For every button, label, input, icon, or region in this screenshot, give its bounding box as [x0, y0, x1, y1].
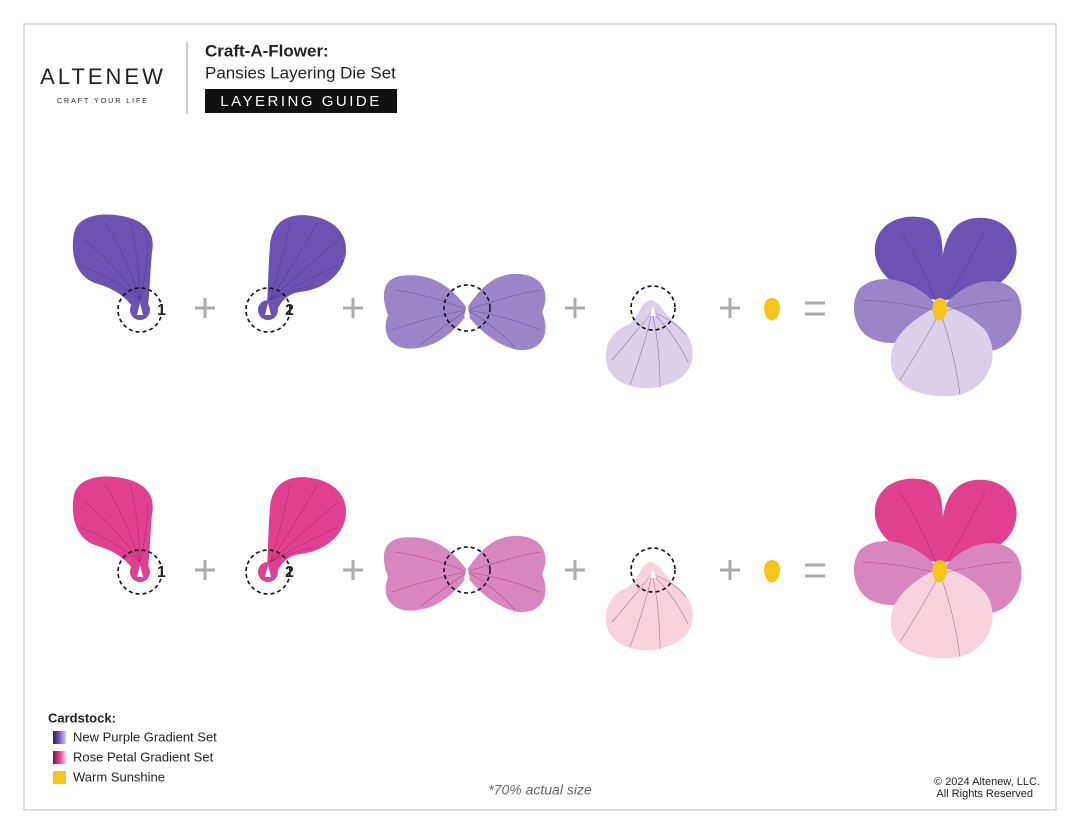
vein	[129, 221, 141, 301]
dashed-circle	[117, 287, 163, 333]
legend-swatch	[53, 771, 66, 784]
legend-swatch	[53, 751, 66, 764]
legend-title: Cardstock:	[48, 710, 116, 725]
dashed-circle	[630, 547, 676, 593]
tagline: CRAFT YOUR LIFE	[57, 98, 149, 105]
keyhole	[137, 303, 143, 315]
logo: ALTENEW	[40, 64, 166, 89]
dashed-circle	[245, 287, 291, 333]
flower-center	[764, 298, 780, 321]
vein	[419, 309, 468, 346]
flower-petal	[940, 479, 1017, 562]
flower-petal	[890, 567, 993, 659]
copyright: © 2024 Altenew, LLC.	[934, 776, 1040, 788]
vein	[269, 239, 339, 301]
keyhole	[265, 565, 271, 577]
vein	[391, 309, 468, 331]
title: Craft-A-Flower:	[205, 41, 329, 60]
vein	[611, 311, 653, 361]
keyhole	[650, 567, 656, 578]
step-number: 1	[157, 564, 166, 581]
vein	[394, 289, 468, 311]
step-number: 2	[285, 564, 294, 581]
petal	[605, 562, 693, 651]
petal-pair	[383, 535, 546, 613]
keyhole	[464, 564, 470, 579]
keyhole	[650, 305, 656, 316]
vein	[269, 284, 316, 301]
flower-center	[932, 560, 948, 583]
vein	[104, 483, 141, 563]
vein	[629, 573, 653, 648]
vein	[269, 546, 316, 563]
vein	[466, 289, 541, 311]
vein	[466, 571, 541, 593]
vein	[269, 264, 339, 301]
vein	[629, 311, 653, 386]
vein	[939, 311, 961, 396]
vein	[466, 309, 541, 331]
rights: All Rights Reserved	[936, 788, 1033, 800]
vein	[84, 501, 141, 563]
vein	[466, 571, 516, 611]
vein	[939, 561, 1013, 575]
vein	[419, 571, 468, 608]
step-number: 1	[157, 302, 166, 319]
vein	[651, 573, 661, 651]
legend-label: Warm Sunshine	[73, 769, 165, 784]
dashed-circle	[443, 546, 491, 594]
dashed-circle	[443, 284, 491, 332]
flower-center	[932, 298, 948, 321]
dashed-circle	[245, 549, 291, 595]
step-number: 2	[285, 302, 294, 319]
vein	[394, 551, 468, 573]
petal	[605, 300, 693, 389]
badge-bg	[205, 89, 397, 113]
dashed-circle	[630, 285, 676, 331]
page-border	[23, 23, 1057, 811]
keyhole	[464, 302, 470, 317]
badge: LAYERING GUIDE	[220, 93, 381, 110]
flower-center	[764, 560, 780, 583]
vein	[269, 483, 291, 563]
flower-petal	[890, 305, 993, 397]
vein	[139, 239, 149, 301]
subtitle: Pansies Layering Die Set	[205, 63, 396, 82]
vein	[466, 551, 541, 573]
vein	[129, 483, 141, 563]
vein	[79, 526, 141, 563]
dashed-circle	[117, 549, 163, 595]
flower-petal	[940, 217, 1017, 300]
keyhole	[265, 303, 271, 315]
flower-petal	[874, 216, 943, 300]
petal-pair	[383, 273, 546, 351]
size-note: *70% actual size	[488, 782, 592, 798]
vein	[939, 573, 961, 658]
petal	[266, 215, 347, 318]
vein	[84, 239, 141, 301]
vein	[269, 221, 319, 301]
keyhole	[137, 565, 143, 577]
flower-petal	[874, 478, 943, 562]
legend-label: Rose Petal Gradient Set	[73, 749, 214, 764]
vein	[79, 264, 141, 301]
petal	[266, 477, 347, 580]
vein	[391, 571, 468, 593]
vein	[269, 483, 319, 563]
vein	[269, 501, 339, 563]
vein	[611, 573, 653, 623]
vein	[104, 221, 141, 301]
legend-label: New Purple Gradient Set	[73, 729, 217, 744]
vein	[269, 526, 339, 563]
legend-swatch	[53, 731, 66, 744]
vein	[939, 299, 1013, 313]
vein	[269, 221, 291, 301]
vein	[139, 501, 149, 563]
vein	[651, 311, 661, 389]
vein	[466, 309, 516, 349]
